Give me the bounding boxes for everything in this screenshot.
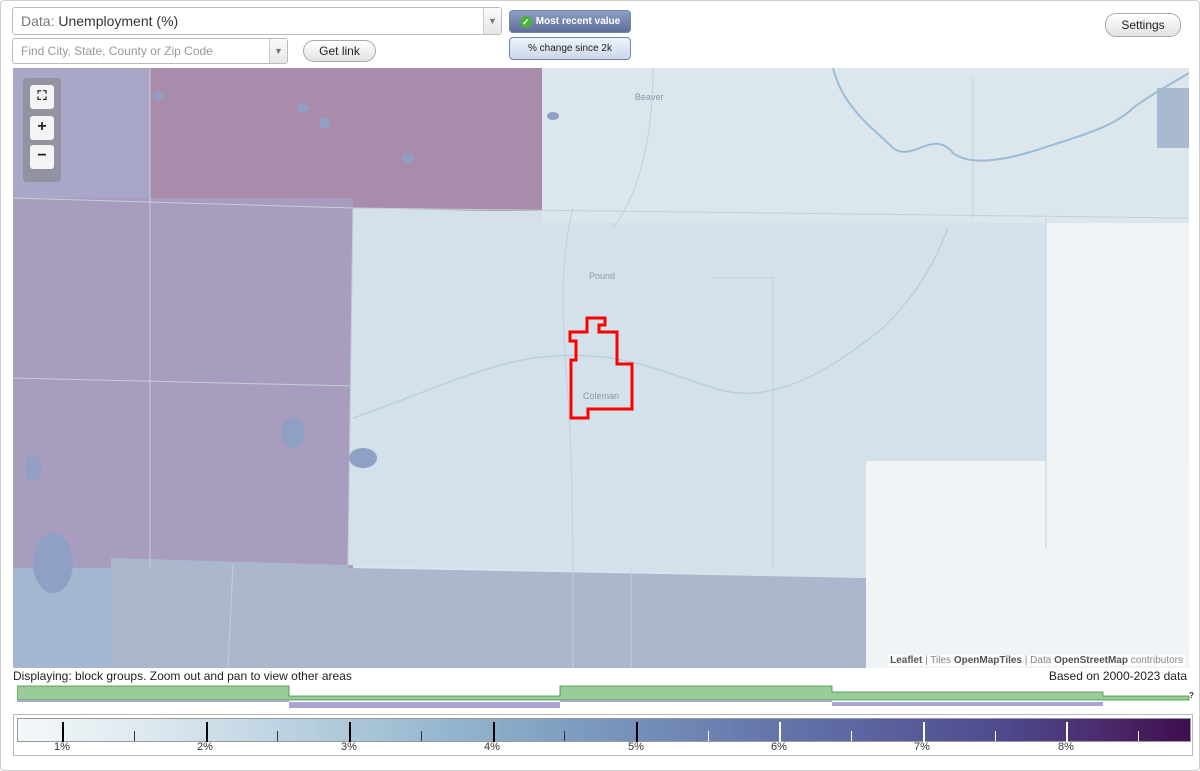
attribution-suffix: contributors xyxy=(1127,655,1183,666)
zoom-out-button[interactable]: − xyxy=(30,145,54,169)
region-west xyxy=(13,198,353,568)
data-select[interactable]: Data: Unemployment (%) ▼ xyxy=(12,7,502,35)
selected-area-outline[interactable] xyxy=(568,316,634,420)
legend-major-tick xyxy=(779,722,781,742)
legend-minor-tick xyxy=(421,731,422,741)
zoom-control: ⛶ + − xyxy=(23,78,61,182)
legend-minor-tick xyxy=(851,731,852,741)
legend-major-tick xyxy=(493,722,495,742)
fit-to-screen-icon[interactable]: ⛶ xyxy=(30,85,54,109)
legend-minor-tick xyxy=(134,731,135,741)
zoom-in-button[interactable]: + xyxy=(30,116,54,140)
map-canvas[interactable]: Beaver Pound Coleman xyxy=(13,68,1189,668)
map-view[interactable]: Beaver Pound Coleman ⛶ + − Leaflet | Til… xyxy=(13,68,1189,668)
percent-change-button[interactable]: % change since 2k xyxy=(509,37,631,60)
legend-minor-tick xyxy=(708,731,709,741)
displaying-note: Displaying: block groups. Zoom out and p… xyxy=(13,669,352,683)
search-placeholder: Find City, State, County or Zip Code xyxy=(21,44,213,58)
legend-label: 3% xyxy=(341,741,357,753)
legend-label: 2% xyxy=(197,741,213,753)
data-select-prefix: Data: xyxy=(21,13,55,29)
chevron-down-icon[interactable]: ▼ xyxy=(483,8,501,34)
legend-major-tick xyxy=(206,722,208,742)
legend-minor-tick xyxy=(1138,731,1139,741)
data-range-note: Based on 2000-2023 data xyxy=(1048,669,1187,683)
histogram xyxy=(17,685,1190,708)
legend-minor-tick xyxy=(995,731,996,741)
legend-label: 4% xyxy=(484,741,500,753)
color-legend: 1% 2% 3% 4% 5% 6% 7% 8% xyxy=(13,714,1193,756)
map-attribution: Leaflet | Tiles OpenMapTiles | Data Open… xyxy=(888,655,1185,666)
place-label-coleman: Coleman xyxy=(583,391,619,401)
openstreetmap-link[interactable]: OpenStreetMap xyxy=(1054,655,1128,666)
road-lines xyxy=(13,68,1189,668)
histogram-purple-bars xyxy=(17,700,1103,708)
legend-minor-tick xyxy=(564,731,565,741)
histogram-green-bars xyxy=(17,685,1190,701)
region-southeast xyxy=(866,461,1189,668)
attribution-separator: | Data xyxy=(1022,655,1055,666)
legend-label: 7% xyxy=(914,741,930,753)
data-select-text: Data: Unemployment (%) xyxy=(21,13,178,29)
chevron-down-icon[interactable]: ▼ xyxy=(269,39,287,63)
most-recent-value-label: Most recent value xyxy=(535,16,621,27)
attribution-separator: | Tiles xyxy=(922,655,954,666)
legend-label: 1% xyxy=(54,741,70,753)
legend-major-tick xyxy=(349,722,351,742)
settings-button[interactable]: Settings xyxy=(1105,13,1181,37)
openmaptiles-link[interactable]: OpenMapTiles xyxy=(953,655,1022,666)
legend-label: 8% xyxy=(1058,741,1074,753)
region-south xyxy=(111,558,866,668)
histogram-help-icon[interactable]: ? xyxy=(1189,691,1194,700)
region-center xyxy=(348,208,1046,578)
region-north xyxy=(542,68,1189,223)
legend-label: 6% xyxy=(771,741,787,753)
check-icon: ✓ xyxy=(519,16,532,28)
legend-gradient-bar xyxy=(17,718,1191,742)
region-northeast-edge xyxy=(1157,88,1189,148)
place-label-beaver: Beaver xyxy=(635,92,664,102)
legend-major-tick xyxy=(923,722,925,742)
leaflet-link[interactable]: Leaflet xyxy=(890,655,923,666)
river xyxy=(832,68,1189,162)
legend-minor-tick xyxy=(277,731,278,741)
most-recent-value-button[interactable]: ✓ Most recent value xyxy=(509,10,631,33)
legend-label: 5% xyxy=(628,741,644,753)
location-search-input[interactable]: Find City, State, County or Zip Code ▼ xyxy=(12,38,288,64)
region-purple-north xyxy=(150,68,542,211)
get-link-button[interactable]: Get link xyxy=(303,40,376,62)
creek xyxy=(352,227,949,419)
lakes xyxy=(25,92,559,593)
legend-major-tick xyxy=(636,722,638,742)
legend-major-tick xyxy=(62,722,64,742)
data-select-value: Unemployment (%) xyxy=(58,13,179,29)
legend-major-tick xyxy=(1066,722,1068,742)
place-label-pound: Pound xyxy=(589,271,615,281)
